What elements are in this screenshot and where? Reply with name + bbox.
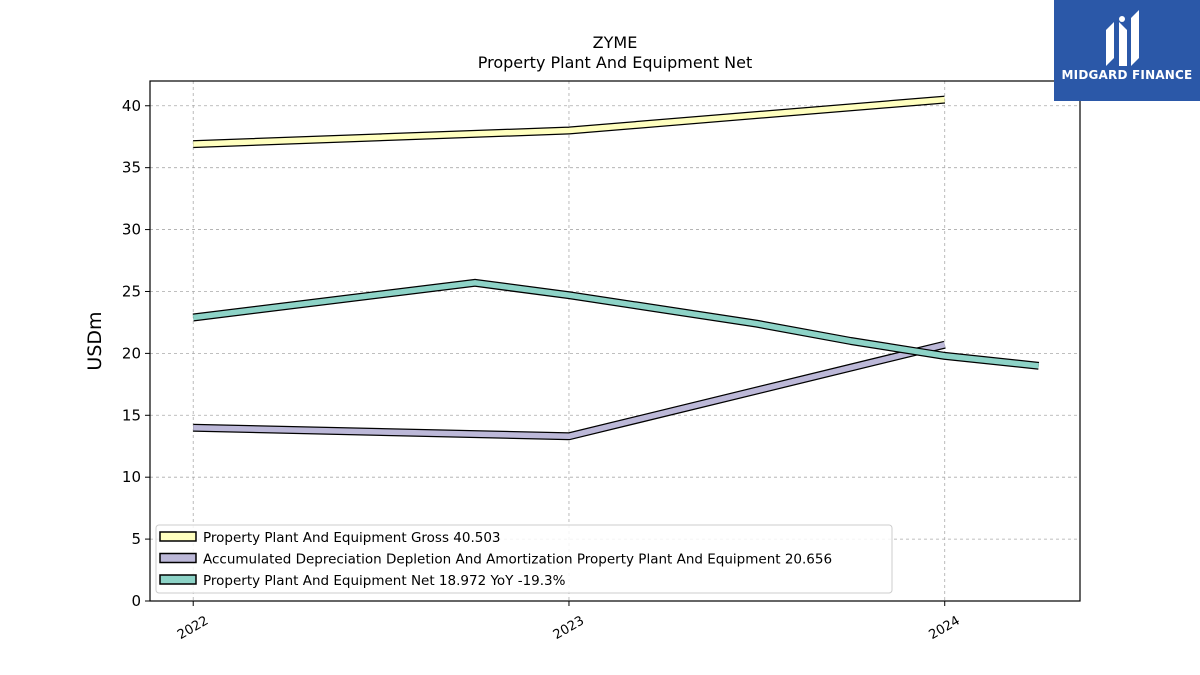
- y-tick-label: 5: [131, 530, 141, 548]
- legend-swatch-3: [159, 574, 197, 585]
- y-axis-ticks: 0 5 10 15 20 25 30 35 40: [122, 97, 150, 610]
- logo-text: MIDGARD FINANCE: [1061, 68, 1193, 82]
- y-tick-label: 15: [122, 406, 141, 424]
- x-tick-label: 2023: [551, 613, 587, 643]
- series-line-2: [193, 342, 946, 440]
- series-line-1: [193, 96, 945, 147]
- x-tick-label: 2022: [175, 613, 211, 643]
- legend: Property Plant And Equipment Gross 40.50…: [155, 524, 893, 594]
- legend-label-2: Accumulated Depreciation Depletion And A…: [203, 552, 832, 568]
- legend-label-1: Property Plant And Equipment Gross 40.50…: [203, 530, 501, 546]
- legend-label-3: Property Plant And Equipment Net 18.972 …: [203, 573, 566, 589]
- y-tick-label: 40: [122, 97, 141, 115]
- legend-swatch-2: [159, 552, 197, 564]
- chart-title: ZYME: [593, 33, 638, 52]
- series-line-3: [192, 280, 1039, 369]
- y-tick-label: 20: [122, 344, 141, 362]
- x-tick-label: 2024: [927, 613, 963, 643]
- legend-swatch-1: [159, 531, 197, 542]
- y-tick-label: 35: [122, 159, 141, 177]
- grid-lines: [150, 81, 1080, 601]
- midgard-logo-icon: [1106, 10, 1139, 66]
- series-lines: [192, 95, 1040, 441]
- y-tick-label: 30: [122, 221, 141, 239]
- y-tick-label: 0: [131, 592, 141, 610]
- x-axis-ticks: 2022 2023 2024: [175, 601, 963, 643]
- plot-frame: [149, 80, 1081, 602]
- midgard-finance-logo: MIDGARD FINANCE: [1054, 0, 1200, 101]
- y-axis-label: USDm: [84, 311, 106, 370]
- chart-subtitle: Property Plant And Equipment Net: [478, 53, 753, 72]
- y-tick-label: 10: [122, 468, 141, 486]
- y-tick-label: 25: [122, 282, 141, 300]
- legend-box: [155, 524, 893, 594]
